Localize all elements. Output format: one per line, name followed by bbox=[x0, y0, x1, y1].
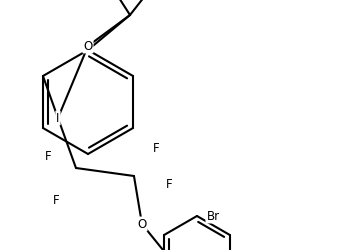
Text: I: I bbox=[56, 112, 60, 124]
Text: F: F bbox=[153, 142, 159, 154]
Text: F: F bbox=[53, 194, 59, 206]
Text: O: O bbox=[83, 40, 93, 52]
Text: F: F bbox=[45, 150, 51, 162]
Text: O: O bbox=[137, 218, 147, 230]
Text: F: F bbox=[166, 178, 172, 190]
Text: Br: Br bbox=[206, 210, 219, 222]
